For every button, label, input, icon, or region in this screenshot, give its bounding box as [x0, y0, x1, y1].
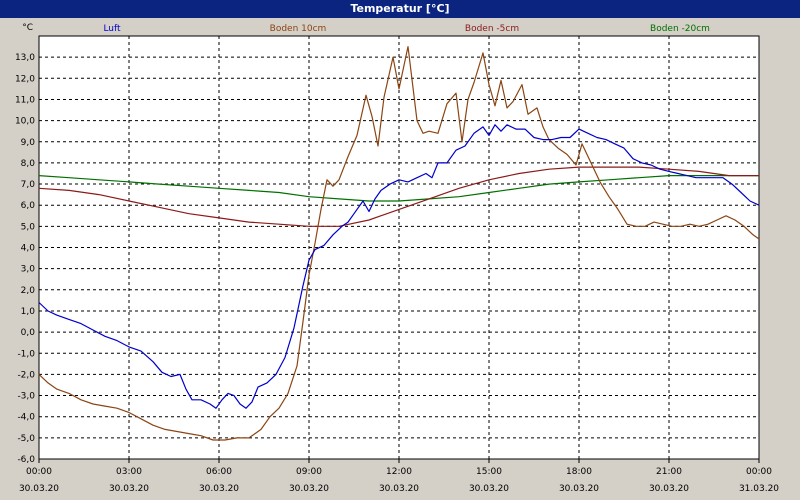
y-tick-label: -4,0 — [17, 413, 35, 423]
legend-entry: Boden -20cm — [650, 24, 710, 34]
y-tick-label: 9,0 — [21, 138, 36, 148]
series-line-boden-5cm — [38, 166, 759, 227]
y-tick-label: 0,0 — [21, 328, 36, 338]
x-tick-date: 30.03.20 — [19, 484, 59, 494]
y-tick-label: 1,0 — [21, 307, 36, 317]
series-line-boden-10cm — [38, 46, 760, 441]
y-tick-label: 5,0 — [21, 222, 36, 232]
legend-entry: Luft — [103, 24, 121, 34]
y-tick-label: -3,0 — [17, 392, 35, 402]
y-tick-label: 10,0 — [15, 117, 35, 127]
x-tick-time: 00:00 — [746, 467, 772, 477]
temperature-chart: 13,0 12,0 11,0 10,0 9,0 8,0 7,0 6,0 5,0 4,0 3,0 2,0… — [15, 23, 779, 494]
y-tick-label: 6,0 — [21, 201, 36, 211]
x-tick-time: 09:00 — [296, 467, 322, 477]
y-tick-label: -5,0 — [17, 434, 35, 444]
x-tick-date: 30.03.20 — [109, 484, 149, 494]
x-tick-time: 03:00 — [116, 467, 142, 477]
x-tick-date: 30.03.20 — [289, 484, 329, 494]
x-tick-time: 00:00 — [26, 467, 52, 477]
x-tick-time: 06:00 — [206, 467, 232, 477]
x-tick-date: 30.03.20 — [379, 484, 419, 494]
y-tick-label: -1,0 — [17, 349, 35, 359]
x-tick-date: 30.03.20 — [199, 484, 239, 494]
y-tick-label: 8,0 — [21, 159, 36, 169]
x-tick-time: 21:00 — [656, 467, 682, 477]
y-tick-label: 11,0 — [15, 95, 35, 105]
y-tick-label: -6,0 — [17, 455, 35, 465]
x-tick-date: 30.03.20 — [649, 484, 689, 494]
y-tick-label: 2,0 — [21, 286, 36, 296]
x-tick-time: 12:00 — [386, 467, 412, 477]
y-tick-label: 12,0 — [15, 74, 35, 84]
x-tick-date: 30.03.20 — [559, 484, 599, 494]
x-tick-date: 30.03.20 — [469, 484, 509, 494]
window-title: Temperatur [°C] — [0, 0, 800, 18]
y-tick-label: 3,0 — [21, 265, 36, 275]
legend-entry: Boden -5cm — [465, 24, 519, 34]
y-tick-label: -2,0 — [17, 370, 35, 380]
x-tick-time: 15:00 — [476, 467, 502, 477]
x-tick-date: 31.03.20 — [739, 484, 779, 494]
legend-entry: Boden 10cm — [270, 24, 327, 34]
series-line-luft — [38, 124, 760, 409]
y-tick-label: 13,0 — [15, 53, 35, 63]
plot-frame — [38, 35, 760, 460]
x-tick-time: 18:00 — [566, 467, 592, 477]
y-axis-label: °C — [22, 23, 33, 33]
y-tick-label: 7,0 — [21, 180, 36, 190]
y-tick-label: 4,0 — [21, 244, 36, 254]
series-line-boden-20cm — [38, 175, 759, 202]
